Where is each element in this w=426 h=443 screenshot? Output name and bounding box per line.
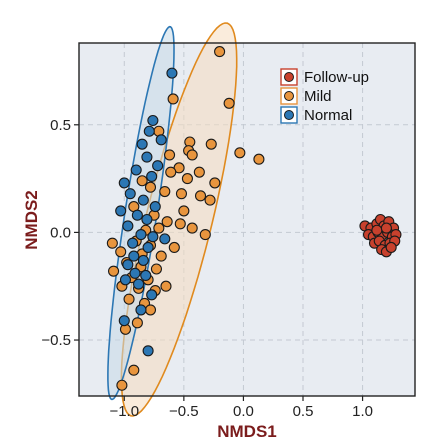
x-tick-label-3: 0.5 — [293, 403, 314, 420]
point-normal-23 — [137, 254, 149, 266]
point-normal-29 — [146, 289, 158, 301]
point-normal-7 — [130, 164, 142, 176]
x-axis-title: NMDS1 — [217, 422, 277, 441]
point-mild-30 — [199, 229, 211, 241]
point-normal-11 — [137, 194, 149, 206]
point-normal-19 — [159, 233, 171, 245]
x-tick-label-0: −1.0 — [109, 403, 139, 420]
point-normal-28 — [133, 278, 145, 290]
point-normal-27 — [119, 274, 132, 286]
point-mild-10 — [253, 153, 265, 165]
point-mild-53 — [128, 364, 140, 376]
point-normal-30 — [135, 304, 147, 316]
point-mild-12 — [165, 166, 177, 178]
point-mild-37 — [155, 250, 167, 262]
point-mild-2 — [223, 97, 235, 109]
point-normal-26 — [140, 269, 152, 282]
point-mild-26 — [174, 218, 186, 230]
point-normal-14 — [131, 209, 143, 221]
point-mild-51 — [131, 317, 143, 329]
point-mild-20 — [194, 190, 207, 202]
point-mild-50 — [144, 304, 157, 316]
point-mild-29 — [186, 222, 198, 234]
point-normal-25 — [129, 267, 141, 279]
legend-label-normal: Normal — [304, 107, 352, 124]
point-mild-54 — [116, 379, 128, 391]
point-normal-15 — [141, 213, 153, 226]
point-mild-40 — [150, 263, 162, 275]
point-normal-22 — [128, 250, 140, 262]
y-axis: −0.5 0.0 0.5 — [41, 117, 79, 349]
point-normal-16 — [122, 220, 134, 232]
point-normal-12 — [149, 201, 161, 213]
point-mild-15 — [209, 177, 221, 189]
point-mild-13 — [181, 173, 193, 185]
legend-label-mild: Mild — [304, 88, 332, 105]
x-tick-label-4: 1.0 — [352, 403, 373, 420]
point-normal-13 — [115, 205, 127, 217]
y-tick-label-1: 0.0 — [50, 224, 71, 241]
point-normal-8 — [146, 170, 158, 183]
x-tick-label-1: −0.5 — [169, 403, 199, 420]
legend: Follow-up Mild Normal — [280, 68, 369, 124]
point-normal-20 — [127, 237, 139, 249]
point-follow-up-21 — [385, 241, 397, 254]
point-normal-1 — [147, 114, 159, 127]
point-mild-34 — [168, 241, 180, 254]
point-normal-24 — [122, 259, 134, 271]
point-normal-4 — [155, 134, 167, 146]
y-tick-label-0: −0.5 — [41, 332, 71, 349]
point-mild-22 — [178, 205, 190, 217]
point-mild-9 — [234, 147, 246, 159]
point-mild-19 — [175, 188, 188, 200]
point-normal-6 — [152, 160, 164, 172]
point-mild-14 — [193, 166, 205, 178]
point-normal-18 — [147, 231, 159, 243]
point-mild-7 — [186, 149, 198, 161]
point-normal-9 — [118, 177, 130, 189]
point-mild-25 — [161, 216, 173, 228]
y-tick-label-2: 0.5 — [50, 117, 71, 134]
point-follow-up-22 — [371, 224, 383, 236]
point-normal-17 — [135, 229, 147, 241]
point-mild-48 — [123, 293, 135, 305]
legend-label-follow-up: Follow-up — [304, 69, 369, 86]
point-mild-5 — [164, 149, 176, 161]
point-mild-35 — [115, 246, 127, 258]
point-mild-28 — [153, 222, 165, 234]
point-normal-31 — [118, 315, 130, 327]
point-mild-18 — [159, 185, 171, 198]
point-mild-8 — [205, 138, 217, 150]
x-tick-label-2: 0.0 — [233, 403, 254, 420]
point-mild-21 — [204, 194, 216, 206]
point-normal-3 — [136, 138, 148, 150]
legend-key-marker-normal — [284, 110, 294, 120]
point-mild-0 — [214, 46, 226, 58]
legend-key-marker-follow-up — [284, 72, 294, 82]
plot-frame — [78, 42, 416, 397]
point-normal-5 — [141, 151, 153, 163]
legend-key-marker-mild — [284, 91, 294, 101]
point-mild-47 — [160, 280, 172, 292]
point-normal-10 — [124, 188, 136, 200]
point-mild-41 — [108, 265, 120, 277]
point-normal-32 — [142, 345, 154, 357]
point-follow-up-23 — [380, 222, 392, 234]
point-mild-1 — [167, 93, 179, 105]
point-normal-0 — [166, 67, 178, 79]
point-normal-21 — [142, 241, 154, 254]
point-mild-16 — [136, 175, 148, 187]
y-axis-title: NMDS2 — [22, 190, 41, 250]
point-mild-17 — [144, 181, 157, 193]
data-points — [106, 46, 402, 391]
x-axis: −1.0 −0.5 0.0 0.5 1.0 — [109, 396, 373, 420]
point-normal-2 — [143, 125, 155, 137]
point-mild-31 — [106, 237, 118, 249]
